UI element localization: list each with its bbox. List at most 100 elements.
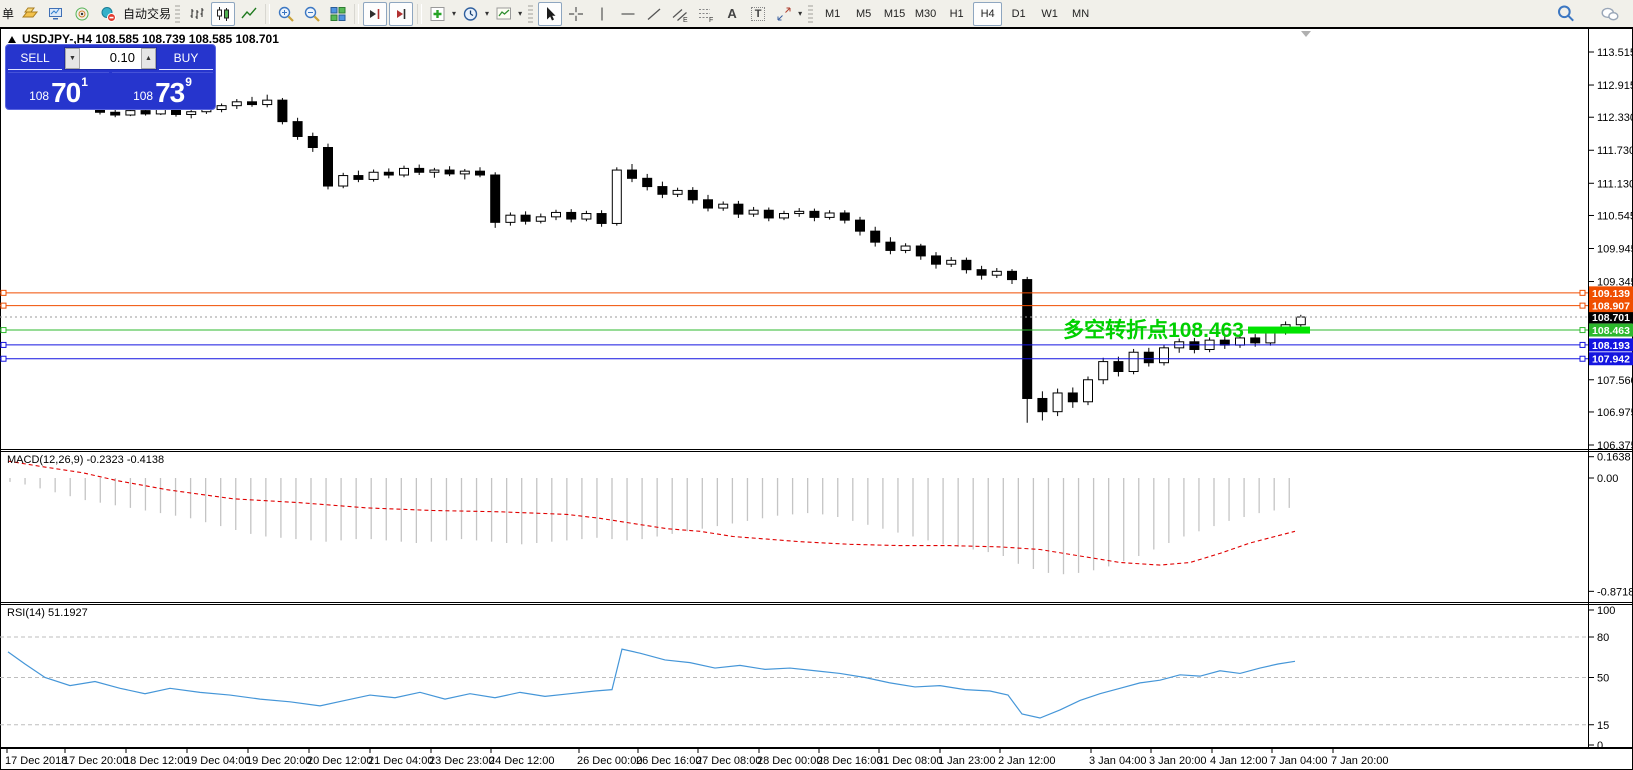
svg-text:-0.8718: -0.8718 — [1597, 586, 1633, 598]
label-tool-glyph: T — [750, 6, 766, 21]
trendline-tool-icon[interactable] — [642, 2, 666, 26]
svg-text:28 Dec 16:00: 28 Dec 16:00 — [817, 755, 882, 767]
sell-price-big: 70 — [51, 77, 81, 108]
vertical-line-tool-icon[interactable] — [590, 2, 614, 26]
toolbar-separator — [265, 3, 271, 24]
toolbar-grip — [175, 4, 181, 23]
svg-text:106.375: 106.375 — [1597, 440, 1633, 452]
line-chart-icon[interactable] — [237, 2, 261, 26]
chart-shift-marker — [1301, 31, 1311, 37]
buy-price-big: 73 — [155, 77, 185, 108]
templates-dropdown-icon[interactable]: ▾ — [518, 9, 523, 18]
toolbar-grip — [808, 4, 814, 23]
autotrading-label[interactable]: 自动交易 — [123, 7, 172, 21]
svg-text:18 Dec 12:00: 18 Dec 12:00 — [124, 755, 189, 767]
periods-dropdown-icon[interactable]: ▾ — [485, 9, 490, 18]
svg-text:27 Dec 08:00: 27 Dec 08:00 — [696, 755, 761, 767]
macd-signal-line — [7, 460, 1296, 566]
gold-ingot-icon[interactable] — [18, 2, 42, 26]
svg-text:110.545: 110.545 — [1597, 210, 1633, 222]
tile-windows-icon[interactable] — [326, 2, 350, 26]
indicators-icon[interactable] — [426, 2, 450, 26]
svg-text:E: E — [683, 17, 688, 23]
volume-increase-button[interactable]: ▲ — [141, 48, 156, 69]
toolbar-separator — [354, 3, 360, 24]
crosshair-icon[interactable] — [564, 2, 588, 26]
timeframe-H4[interactable]: H4 — [973, 1, 1003, 26]
timeframe-MN[interactable]: MN — [1072, 7, 1090, 20]
svg-text:108.701: 108.701 — [1592, 312, 1630, 324]
search-icon[interactable] — [1554, 2, 1578, 26]
timeframe-H1[interactable]: H1 — [949, 7, 964, 20]
timeframe-W1[interactable]: W1 — [1041, 7, 1058, 20]
svg-text:107.942: 107.942 — [1592, 354, 1630, 366]
candlestick-chart-icon[interactable] — [211, 1, 236, 26]
svg-text:4 Jan 12:00: 4 Jan 12:00 — [1210, 755, 1268, 767]
horizontal-line-109.139[interactable]: 109.139 — [0, 286, 1633, 300]
channel-tool-icon[interactable]: E — [668, 2, 692, 26]
price-axis[interactable]: 113.515 112.915 112.330 111.730 111.130 110.5… — [1589, 47, 1633, 752]
templates-icon[interactable] — [492, 2, 516, 26]
macd-indicator-label: MACD(12,26,9) -0.2323 -0.4138 — [7, 454, 165, 466]
turning-point-annotation[interactable]: 多空转折点108.463 — [1063, 318, 1244, 342]
buy-price-pip: 9 — [185, 75, 192, 89]
svg-text:0.1638: 0.1638 — [1597, 452, 1631, 464]
horizontal-line-tool-icon[interactable] — [616, 2, 640, 26]
fibonacci-tool-icon[interactable]: F — [694, 2, 718, 26]
svg-text:108.907: 108.907 — [1592, 301, 1630, 313]
svg-text:20 Dec 12:00: 20 Dec 12:00 — [307, 755, 372, 767]
svg-text:3 Jan 20:00: 3 Jan 20:00 — [1149, 755, 1207, 767]
cursor-icon[interactable] — [538, 1, 563, 26]
green-highlight-segment[interactable] — [1248, 326, 1310, 334]
timeframe-D1[interactable]: D1 — [1011, 7, 1026, 20]
svg-text:108.193: 108.193 — [1592, 340, 1630, 352]
horizontal-line-107.942[interactable]: 107.942 — [0, 352, 1633, 366]
zoom-out-icon[interactable] — [300, 2, 324, 26]
new-order-button[interactable]: 单 — [2, 7, 15, 21]
buy-price-button[interactable]: 108 73 9 — [112, 72, 213, 107]
indicators-dropdown-icon[interactable]: ▾ — [452, 9, 457, 18]
collapse-panel-icon[interactable] — [8, 35, 16, 43]
chat-icon[interactable] — [1598, 2, 1622, 26]
periods-clock-icon[interactable] — [459, 2, 483, 26]
chart-title-text: USDJPY-,H4 108.585 108.739 108.585 108.7… — [22, 32, 279, 46]
zoom-in-icon[interactable] — [274, 2, 298, 26]
timeframe-M15[interactable]: M15 — [883, 7, 906, 20]
chart-shift-icon[interactable] — [389, 1, 414, 26]
horizontal-line-108.193[interactable]: 108.193 — [0, 338, 1633, 352]
buy-button[interactable]: BUY — [159, 47, 213, 70]
svg-text:7 Jan 04:00: 7 Jan 04:00 — [1270, 755, 1328, 767]
svg-text:111.730: 111.730 — [1597, 145, 1633, 157]
svg-text:2 Jan 12:00: 2 Jan 12:00 — [998, 755, 1056, 767]
svg-text:80: 80 — [1597, 632, 1609, 644]
autotrading-icon[interactable] — [96, 2, 120, 26]
auto-scroll-icon[interactable] — [363, 1, 388, 26]
timeframe-M30[interactable]: M30 — [914, 7, 937, 20]
svg-text:50: 50 — [1597, 673, 1609, 685]
sell-price-base: 108 — [29, 89, 50, 103]
arrows-tool-icon[interactable] — [772, 2, 796, 26]
label-tool-icon[interactable]: T — [746, 2, 770, 26]
sell-button[interactable]: SELL — [8, 47, 62, 70]
timeframe-group: M1 M5 M15 M30 H1 H4 D1 W1 MN — [817, 1, 1096, 26]
panel-borders — [0, 28, 1633, 770]
signals-icon[interactable] — [70, 2, 94, 26]
current-price-label: 108.701 — [1589, 310, 1633, 324]
horizontal-line-108.907[interactable]: 108.907 — [0, 299, 1633, 313]
sell-price-button[interactable]: 108 70 1 — [8, 72, 109, 107]
bar-chart-icon[interactable] — [185, 2, 209, 26]
svg-text:15: 15 — [1597, 720, 1609, 732]
svg-text:109.945: 109.945 — [1597, 243, 1633, 255]
timeframe-M1[interactable]: M1 — [824, 7, 841, 20]
horizontal-line-108.463[interactable]: 108.463 — [0, 323, 1633, 338]
volume-input[interactable]: 0.10 — [109, 50, 135, 65]
terminal-icon[interactable] — [44, 2, 68, 26]
timeframe-M5[interactable]: M5 — [855, 7, 872, 20]
svg-text:19 Dec 20:00: 19 Dec 20:00 — [246, 755, 311, 767]
volume-decrease-button[interactable]: ▼ — [65, 48, 80, 69]
text-tool-icon[interactable]: A — [727, 6, 737, 21]
arrows-dropdown-icon[interactable]: ▾ — [798, 9, 803, 18]
